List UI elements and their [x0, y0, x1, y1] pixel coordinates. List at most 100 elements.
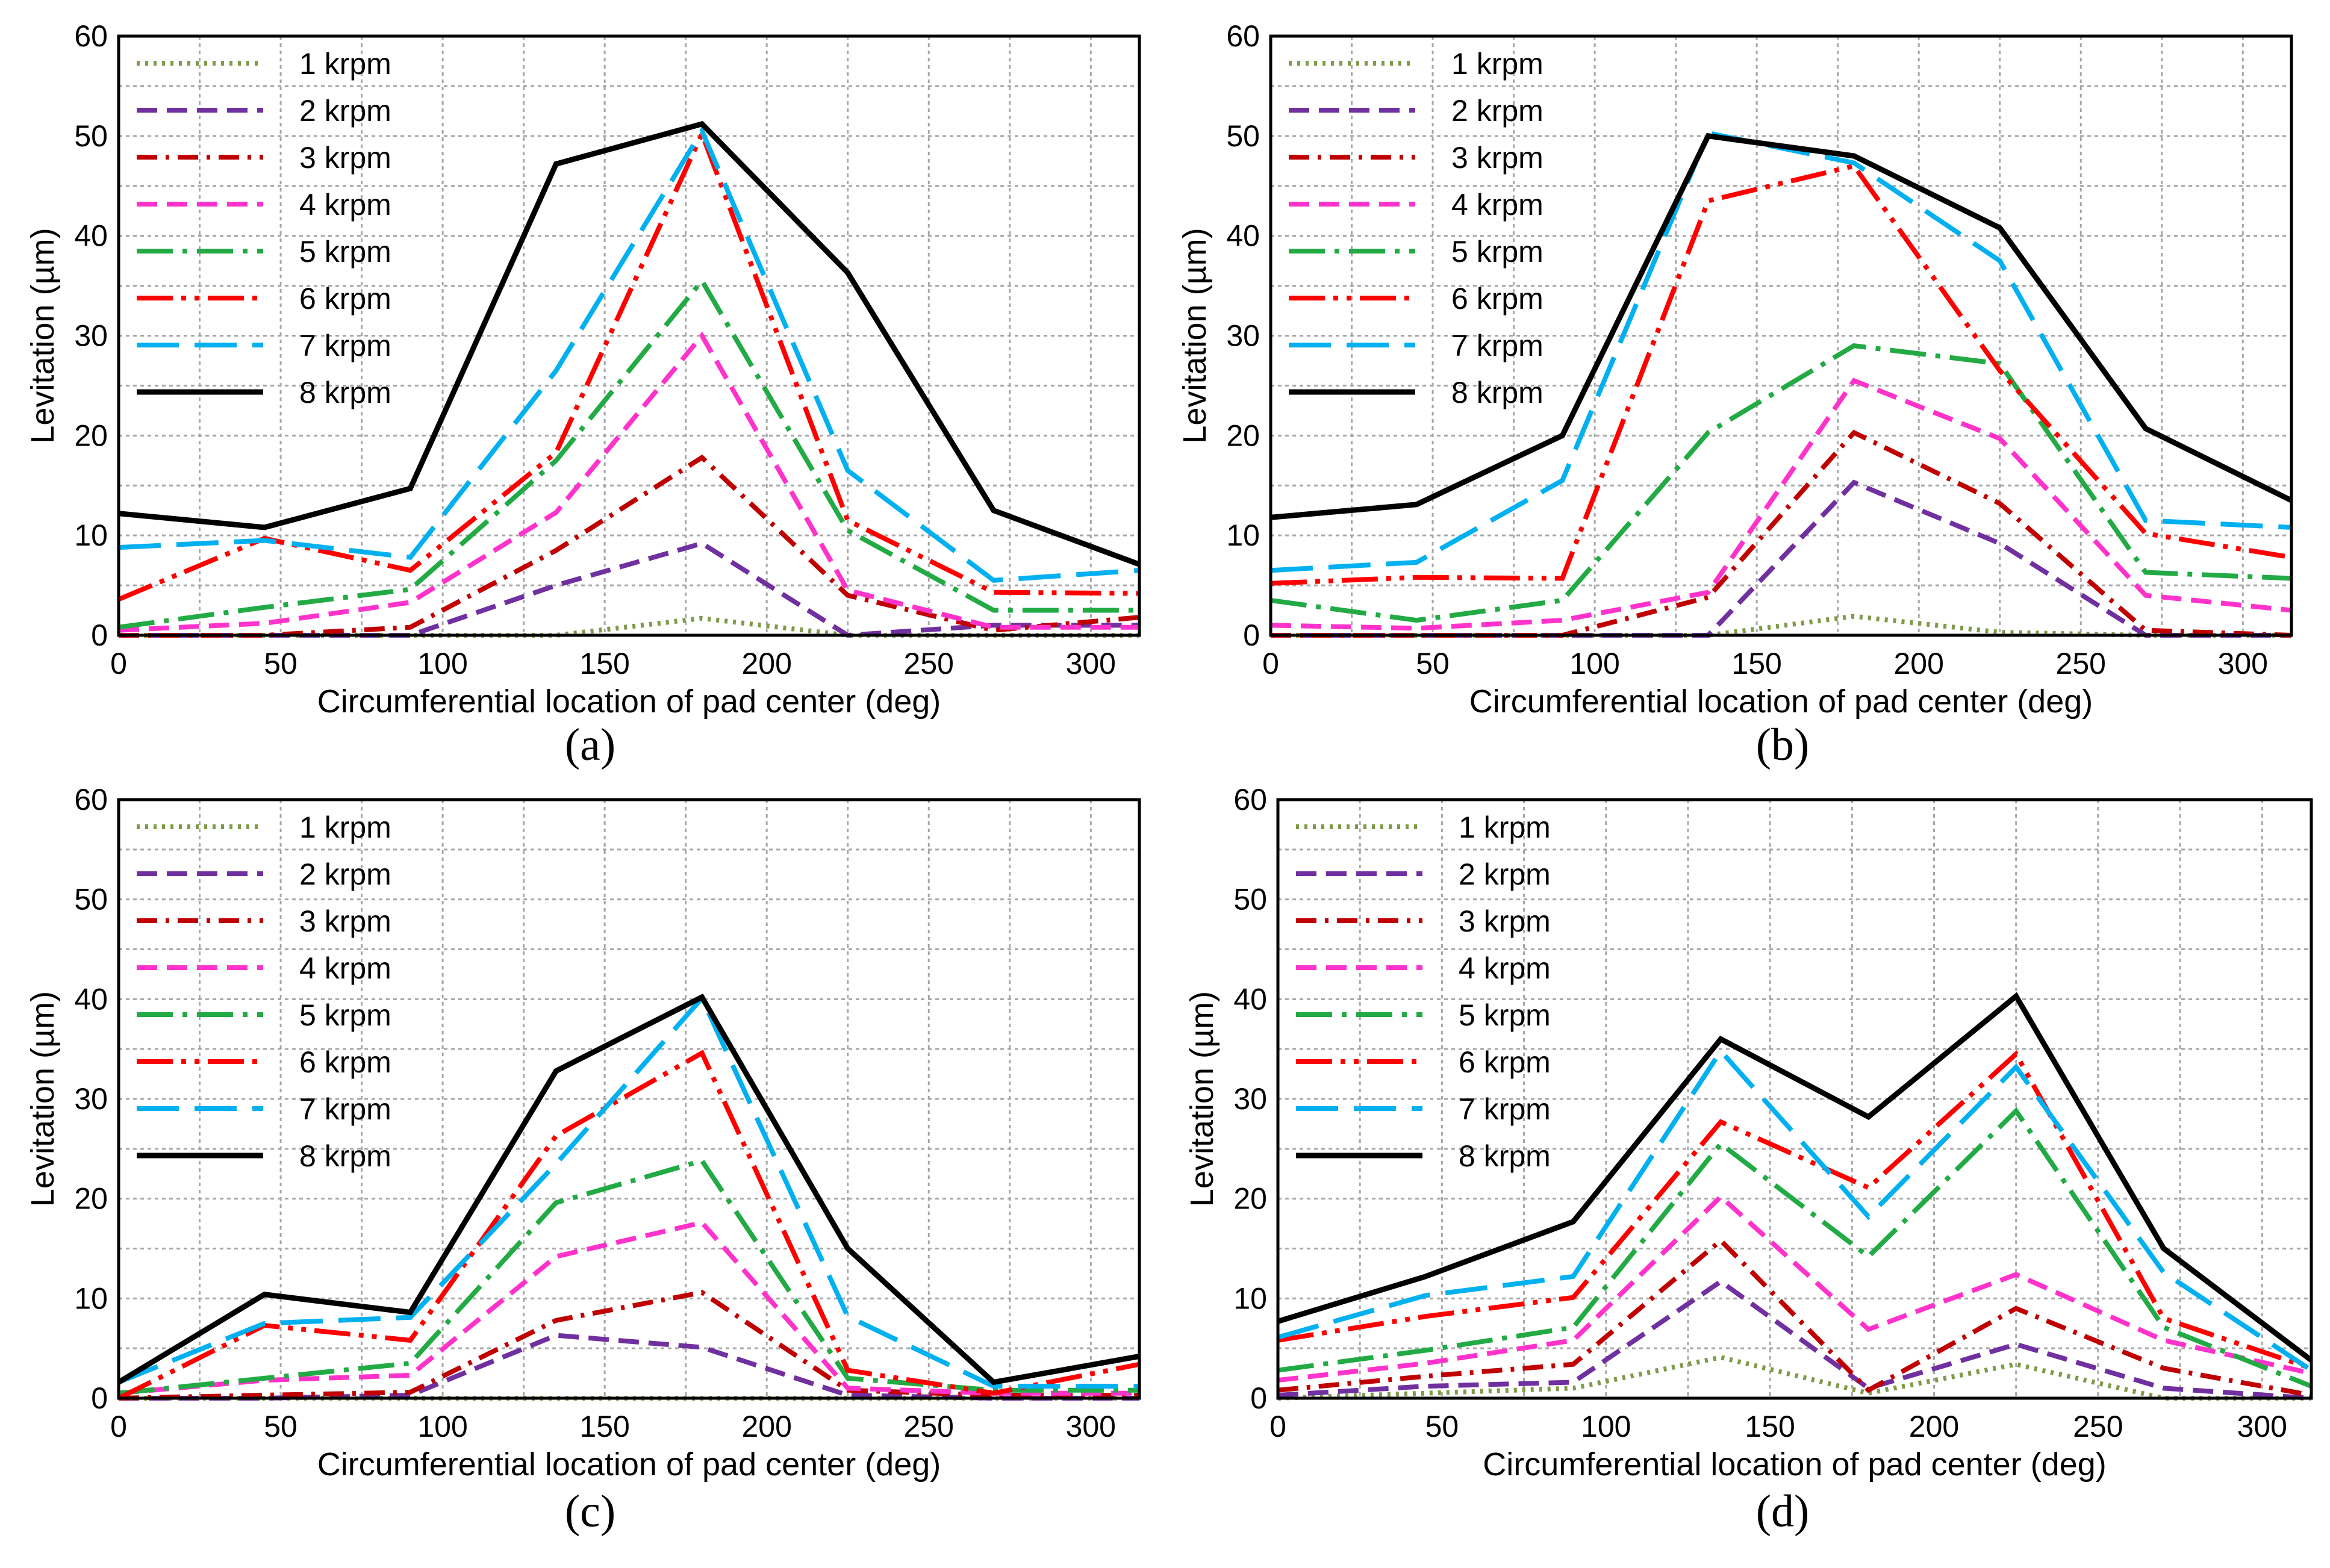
legend-label: 2 krpm [299, 857, 391, 891]
legend-label: 1 krpm [299, 47, 391, 81]
y-tick-label: 50 [74, 883, 108, 916]
series-line-5-krpm [119, 276, 1139, 630]
chart-panel-4: 0 10 20 30 40 50 60 0 50 100 150 200 250 300 Circumfer… [1184, 783, 2313, 1537]
legend-label: 7 krpm [299, 1092, 391, 1126]
y-tick-label: 40 [74, 219, 108, 253]
legend-label: 3 krpm [1451, 141, 1543, 175]
x-tick-label: 100 [1581, 1410, 1631, 1443]
series-line-8-krpm [1271, 132, 2291, 520]
legend-label: 8 krpm [299, 1139, 391, 1173]
series-line-4-krpm [119, 331, 1139, 633]
y-tick-label: 0 [1243, 618, 1260, 652]
legend: 1 krpm 2 krpm 3 krpm 4 krpm 5 krpm 6 krpm 7 kr… [137, 47, 391, 409]
legend: 1 krpm 2 krpm 3 krpm 4 krpm 5 krpm 6 krpm 7 kr… [1289, 47, 1543, 409]
legend-label: 4 krpm [299, 951, 391, 985]
x-tick-label: 300 [2218, 647, 2268, 680]
x-tick-label: 100 [1569, 647, 1619, 680]
legend-label: 5 krpm [1451, 235, 1543, 269]
panel-caption: (a) [565, 720, 615, 770]
y-axis-title: Levitation (µm) [25, 228, 61, 443]
x-tick-label: 100 [417, 1410, 467, 1443]
y-tick-label: 60 [74, 19, 108, 53]
legend-label: 8 krpm [299, 376, 391, 409]
legend-label: 6 krpm [1459, 1045, 1551, 1079]
x-tick-label: 150 [579, 1410, 629, 1443]
chart-panel-3: 0 10 20 30 40 50 60 0 50 100 150 200 250 300 Circumfer… [25, 783, 1141, 1537]
plot-frame [117, 34, 1141, 637]
legend: 1 krpm 2 krpm 3 krpm 4 krpm 5 krpm 6 krpm 7 kr… [1296, 810, 1551, 1173]
y-tick-label: 0 [1250, 1381, 1267, 1415]
x-tick-label: 300 [1066, 647, 1116, 680]
y-axis-title: Levitation (µm) [1184, 991, 1220, 1207]
y-tick-label: 40 [1233, 982, 1267, 1016]
y-tick-label: 50 [74, 119, 108, 153]
x-axis-title: Circumferential location of pad center (… [1469, 683, 2093, 720]
y-tick-label: 60 [1226, 19, 1260, 53]
x-axis-title: Circumferential location of pad center (… [317, 1446, 941, 1482]
x-tick-label: 150 [1731, 647, 1781, 680]
x-tick-label: 0 [110, 647, 127, 680]
legend-label: 6 krpm [299, 282, 391, 316]
x-tick-label: 250 [904, 647, 954, 680]
y-tick-label: 20 [1226, 418, 1260, 452]
series-line-7-krpm [119, 125, 1139, 583]
y-tick-label: 0 [91, 1381, 108, 1415]
y-tick-label: 10 [74, 518, 108, 552]
legend: 1 krpm 2 krpm 3 krpm 4 krpm 5 krpm 6 krpm 7 kr… [137, 810, 391, 1173]
y-tick-label: 10 [74, 1281, 108, 1315]
x-tick-label: 0 [1262, 647, 1279, 680]
series-line-4-krpm [1271, 378, 2291, 631]
y-tick-label: 30 [74, 319, 108, 353]
y-tick-label: 40 [1226, 219, 1260, 253]
legend-label: 2 krpm [1451, 94, 1543, 128]
legend-label: 1 krpm [1459, 810, 1551, 844]
y-tick-label: 60 [74, 783, 108, 817]
legend-label: 3 krpm [299, 141, 391, 175]
x-tick-label: 200 [1909, 1410, 1959, 1443]
legend-label: 3 krpm [1459, 904, 1551, 938]
series-line-8-krpm [1278, 992, 2311, 1363]
series-line-6-krpm [1278, 1050, 2311, 1371]
legend-label: 3 krpm [299, 904, 391, 938]
legend-label: 1 krpm [1451, 47, 1543, 81]
x-tick-label: 100 [417, 647, 467, 680]
x-axis-title: Circumferential location of pad center (… [317, 683, 941, 720]
series-line-4-krpm [1278, 1193, 2311, 1383]
x-tick-label: 200 [1893, 647, 1943, 680]
plot-frame [1276, 798, 2313, 1400]
series-line-2-krpm [119, 1333, 1139, 1401]
legend-label: 4 krpm [299, 188, 391, 222]
legend-label: 4 krpm [1459, 951, 1551, 985]
series-line-7-krpm [1278, 1047, 2311, 1372]
x-tick-label: 300 [2237, 1410, 2287, 1443]
y-tick-label: 40 [74, 982, 108, 1016]
series-line-3-krpm [1278, 1237, 2311, 1398]
x-tick-label: 0 [1269, 1410, 1286, 1443]
x-tick-label: 50 [1425, 1410, 1459, 1443]
series-line-5-krpm [1278, 1107, 2311, 1389]
legend-label: 8 krpm [1451, 376, 1543, 409]
y-tick-label: 10 [1233, 1281, 1267, 1315]
chart-panel-2: 0 10 20 30 40 50 60 0 50 100 150 200 250 300 Circumfer… [1177, 19, 2293, 770]
legend-label: 8 krpm [1459, 1139, 1551, 1173]
series-line-2-krpm [1278, 1278, 2311, 1401]
x-tick-label: 50 [1416, 647, 1450, 680]
y-tick-label: 30 [1226, 319, 1260, 353]
x-axis-title: Circumferential location of pad center (… [1483, 1446, 2107, 1482]
x-tick-label: 150 [1745, 1410, 1795, 1443]
legend-label: 5 krpm [299, 235, 391, 269]
legend-label: 5 krpm [299, 998, 391, 1032]
chart-panel-1: 0 10 20 30 40 50 60 0 50 100 150 200 250 300 Circumfer… [25, 19, 1141, 770]
legend-label: 2 krpm [1459, 857, 1551, 891]
y-tick-label: 50 [1226, 119, 1260, 153]
legend-label: 6 krpm [299, 1045, 391, 1079]
x-tick-label: 50 [264, 1410, 297, 1443]
y-tick-label: 20 [74, 418, 108, 452]
series-line-8-krpm [119, 120, 1139, 567]
legend-label: 7 krpm [299, 329, 391, 362]
x-tick-label: 0 [110, 1410, 127, 1443]
series-line-7-krpm [1271, 130, 2291, 573]
y-tick-label: 10 [1226, 518, 1260, 552]
y-tick-label: 20 [74, 1182, 108, 1216]
legend-label: 2 krpm [299, 94, 391, 128]
